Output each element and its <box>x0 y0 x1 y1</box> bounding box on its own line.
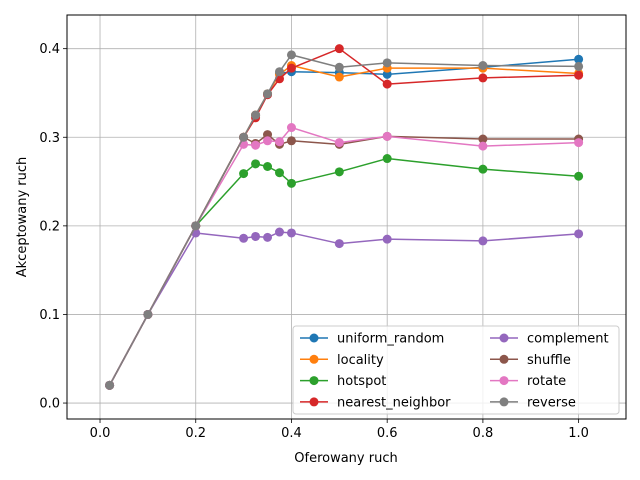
data-point <box>334 138 344 148</box>
legend-label: complement <box>527 332 609 347</box>
data-point <box>275 227 284 237</box>
legend-item: reverse <box>490 395 576 410</box>
data-point <box>574 138 584 148</box>
axis-ticks: 0.0 0.2 0.4 0.6 0.8 1.0 0.0 0.1 0.2 0.3 0.4 <box>39 42 589 441</box>
data-point <box>478 236 488 246</box>
data-point <box>334 167 344 177</box>
legend-label: reverse <box>527 395 576 410</box>
y-axis-label: Akceptowany ruch <box>15 157 30 278</box>
legend-swatch-marker <box>309 333 319 343</box>
data-point <box>263 89 273 99</box>
data-point <box>263 130 273 140</box>
data-point <box>478 134 488 144</box>
series-layer <box>105 44 584 390</box>
x-axis-label: Oferowany ruch <box>294 451 397 466</box>
legend-label: hotspot <box>337 374 386 389</box>
x-tick-label: 0.8 <box>473 426 494 441</box>
data-point <box>239 132 249 142</box>
legend-item: shuffle <box>490 353 571 368</box>
data-point <box>382 234 392 244</box>
legend-label: nearest_neighbor <box>337 395 451 410</box>
y-tick-label: 0.0 <box>39 397 60 412</box>
legend-swatch-marker <box>309 376 319 386</box>
y-tick-label: 0.3 <box>39 131 60 146</box>
legend-label: shuffle <box>527 353 571 368</box>
data-point <box>263 162 273 171</box>
data-point <box>239 233 249 243</box>
data-point <box>275 168 284 178</box>
data-point <box>286 178 296 188</box>
legend-item: complement <box>490 332 609 347</box>
legend-swatch-marker <box>499 376 509 386</box>
data-point <box>286 228 296 238</box>
data-point <box>574 54 584 64</box>
legend-box <box>292 325 620 415</box>
legend-item: nearest_neighbor <box>300 395 451 410</box>
data-point <box>263 136 273 146</box>
legend-label: locality <box>337 353 384 368</box>
data-point <box>251 159 261 169</box>
legend-swatch-marker <box>309 354 319 364</box>
y-tick-label: 0.1 <box>39 308 60 323</box>
legend: uniform_random locality hotspot nearest_nei… <box>292 325 620 415</box>
data-point <box>574 61 584 71</box>
data-point <box>574 229 584 239</box>
series-line <box>108 54 579 386</box>
x-tick-label: 0.0 <box>90 426 111 441</box>
legend-swatch-marker <box>499 333 509 343</box>
data-point <box>478 141 488 151</box>
data-point <box>334 72 344 82</box>
data-point <box>478 164 488 174</box>
data-point <box>334 62 344 72</box>
x-tick-label: 0.6 <box>377 426 398 441</box>
legend-item: hotspot <box>300 374 386 389</box>
grid-lines <box>67 15 626 419</box>
x-tick-label: 0.2 <box>185 426 206 441</box>
data-point <box>574 70 584 80</box>
data-point <box>275 67 284 77</box>
data-point <box>478 73 488 83</box>
legend-item: rotate <box>490 374 566 389</box>
data-point <box>286 136 296 146</box>
data-point <box>286 123 296 133</box>
data-point <box>478 61 488 70</box>
legend-item: locality <box>300 353 384 368</box>
data-point <box>382 58 392 68</box>
data-point <box>382 131 392 141</box>
legend-label: uniform_random <box>337 332 444 347</box>
y-tick-label: 0.4 <box>39 42 60 57</box>
data-point <box>382 69 392 79</box>
data-point <box>286 50 296 60</box>
data-point <box>143 309 153 319</box>
x-tick-label: 1.0 <box>568 426 589 441</box>
data-point <box>286 63 296 73</box>
legend-swatch-marker <box>309 397 319 407</box>
data-point <box>251 231 261 241</box>
plot-frame <box>66 14 627 420</box>
data-point <box>382 154 392 164</box>
data-point <box>574 171 584 181</box>
series-reverse <box>105 50 584 390</box>
y-tick-label: 0.2 <box>39 219 60 234</box>
data-point <box>382 79 392 89</box>
data-point <box>263 232 273 242</box>
data-point <box>191 221 201 231</box>
legend-swatch-marker <box>499 397 509 407</box>
legend-swatch-marker <box>499 354 509 364</box>
data-point <box>105 380 115 390</box>
data-point <box>334 44 344 54</box>
legend-item: uniform_random <box>300 332 444 347</box>
legend-label: rotate <box>527 374 566 389</box>
data-point <box>239 169 249 179</box>
x-tick-label: 0.4 <box>281 426 302 441</box>
data-point <box>251 110 261 120</box>
data-point <box>334 239 344 249</box>
data-point <box>275 137 284 147</box>
series-line <box>108 231 579 386</box>
data-point <box>251 140 261 150</box>
